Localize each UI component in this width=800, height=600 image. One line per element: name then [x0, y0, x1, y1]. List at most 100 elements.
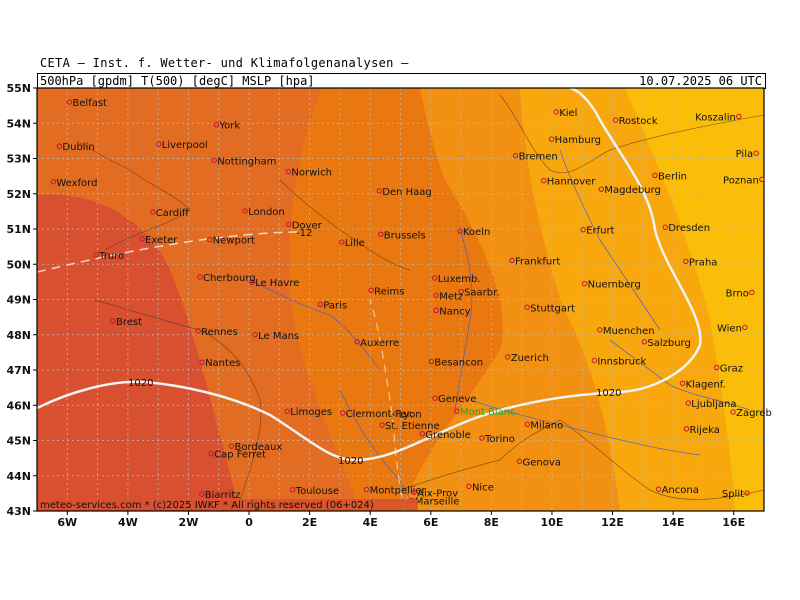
- lon-tick-label: 2W: [179, 516, 199, 529]
- city-dot: [110, 318, 116, 324]
- city-dot: [736, 113, 742, 120]
- lat-tick-label: 44N: [6, 470, 31, 483]
- city-dot: [749, 289, 755, 296]
- city-dot: [150, 209, 156, 215]
- field-list: 500hPa [gpdm] T(500) [degC] MSLP [hpa]: [40, 74, 315, 88]
- city-label: Kiel: [559, 108, 577, 119]
- lon-tick-label: 10E: [541, 516, 564, 529]
- city-label: Ancona: [662, 485, 699, 496]
- temperature-field: [37, 88, 764, 511]
- city-label: Rennes: [201, 327, 238, 338]
- city-label: St. Etienne: [385, 421, 440, 432]
- city-dot: [228, 443, 235, 449]
- city-label: Salzburg: [647, 338, 690, 349]
- city-label: Innsbruck: [597, 356, 646, 367]
- city-dot: [428, 358, 435, 365]
- copyright-footer: meteo-services.com * (c)2025 IWKF * All …: [40, 500, 374, 511]
- city-dot: [512, 152, 519, 159]
- lon-tick-label: 6W: [57, 516, 77, 529]
- city-dot: [211, 157, 217, 163]
- city-label: Dresden: [668, 223, 710, 234]
- city-dot: [56, 143, 63, 149]
- city-dot: [524, 421, 531, 427]
- city-dot: [685, 400, 691, 406]
- city-dot: [195, 328, 201, 334]
- city-dot: [208, 450, 214, 457]
- city-label: Newport: [213, 236, 255, 247]
- header-title: CETA — Inst. f. Wetter- und Klimafolgena…: [40, 56, 409, 70]
- city-label: Nancy: [439, 306, 470, 317]
- isotherm-minus-12: [37, 231, 301, 273]
- city-dot: [742, 324, 748, 331]
- city-label: Stuttgart: [530, 303, 575, 314]
- city-label: Hannover: [547, 177, 597, 188]
- lat-tick-label: 45N: [6, 435, 31, 448]
- city-label: Wien: [717, 323, 742, 334]
- city-label: Cherbourg: [203, 273, 256, 284]
- latitude-axis: 43N 44N 45N 46N 47N 48N 49N 50N 51N 52N 53N 54N 55N: [6, 82, 37, 518]
- city-dot: [289, 487, 296, 493]
- city-label: Nice: [472, 482, 494, 493]
- temp-band-very-warm: [37, 194, 240, 511]
- city-dot: [580, 227, 586, 233]
- lat-tick-label: 55N: [6, 82, 31, 95]
- city-dot: [581, 280, 588, 287]
- city-dot: [419, 431, 426, 437]
- city-label: Milano: [530, 420, 563, 431]
- longitude-axis: 6W 4W 2W 0 2E 4E 6E 8E 10E 12E 14E 16E: [57, 511, 745, 529]
- city-label: Belfast: [72, 98, 107, 109]
- lat-tick-label: 49N: [6, 294, 31, 307]
- city-dot: [516, 458, 523, 464]
- city-dot: [199, 491, 205, 497]
- city-dot: [66, 99, 73, 105]
- city-label: Klagenf.: [686, 379, 726, 390]
- city-dot: [50, 179, 57, 185]
- city-markers: Belfast Dublin Wexford Liverpool York Notting…: [50, 98, 772, 507]
- city-dot: [744, 490, 750, 496]
- city-label: Brest: [116, 317, 142, 328]
- city-dot: [285, 168, 292, 175]
- city-label: Koszalin: [695, 113, 736, 124]
- city-dot: [466, 483, 472, 490]
- city-dot: [433, 307, 439, 314]
- city-label: Brussels: [384, 230, 426, 241]
- city-label: Torino: [484, 434, 515, 445]
- city-dot: [759, 176, 765, 182]
- city-label: Luxemb.: [438, 274, 481, 285]
- city-label: Le Mans: [258, 331, 299, 342]
- city-label: Lyon: [399, 410, 422, 421]
- city-dot: [479, 435, 485, 441]
- city-dot: [249, 279, 255, 285]
- city-label: Praha: [689, 257, 718, 268]
- city-label: Marseille: [415, 496, 460, 507]
- lon-tick-label: 14E: [662, 516, 685, 529]
- city-label: Cap Ferret: [214, 450, 266, 461]
- city-label: Besancon: [434, 358, 483, 369]
- lat-tick-label: 46N: [6, 399, 31, 412]
- lon-tick-label: 16E: [722, 516, 745, 529]
- lat-tick-label: 48N: [6, 329, 31, 342]
- city-label: Magdeburg: [604, 185, 661, 196]
- city-dot: [612, 117, 619, 123]
- city-dot: [541, 178, 547, 184]
- city-dot: [379, 422, 385, 428]
- city-label: Paris: [323, 300, 347, 311]
- city-dot: [683, 426, 690, 432]
- city-label: Zagreb: [736, 408, 772, 419]
- city-label: Frankfurt: [515, 256, 560, 267]
- lon-tick-label: 6E: [423, 516, 438, 529]
- city-label: Dover: [292, 220, 323, 231]
- lat-tick-label: 43N: [6, 505, 31, 518]
- city-label: Genova: [523, 457, 561, 468]
- city-dot: [548, 136, 555, 142]
- city-dot: [655, 486, 662, 492]
- lat-tick-label: 51N: [6, 223, 31, 236]
- coastlines: [77, 94, 764, 501]
- city-dot: [317, 301, 323, 308]
- isobar-label-east: 1020: [596, 388, 621, 399]
- footer-bg: [38, 499, 418, 510]
- city-label: Montpellier: [370, 485, 427, 496]
- city-label: Rijeka: [689, 425, 719, 436]
- city-label: Nottingham: [217, 156, 276, 167]
